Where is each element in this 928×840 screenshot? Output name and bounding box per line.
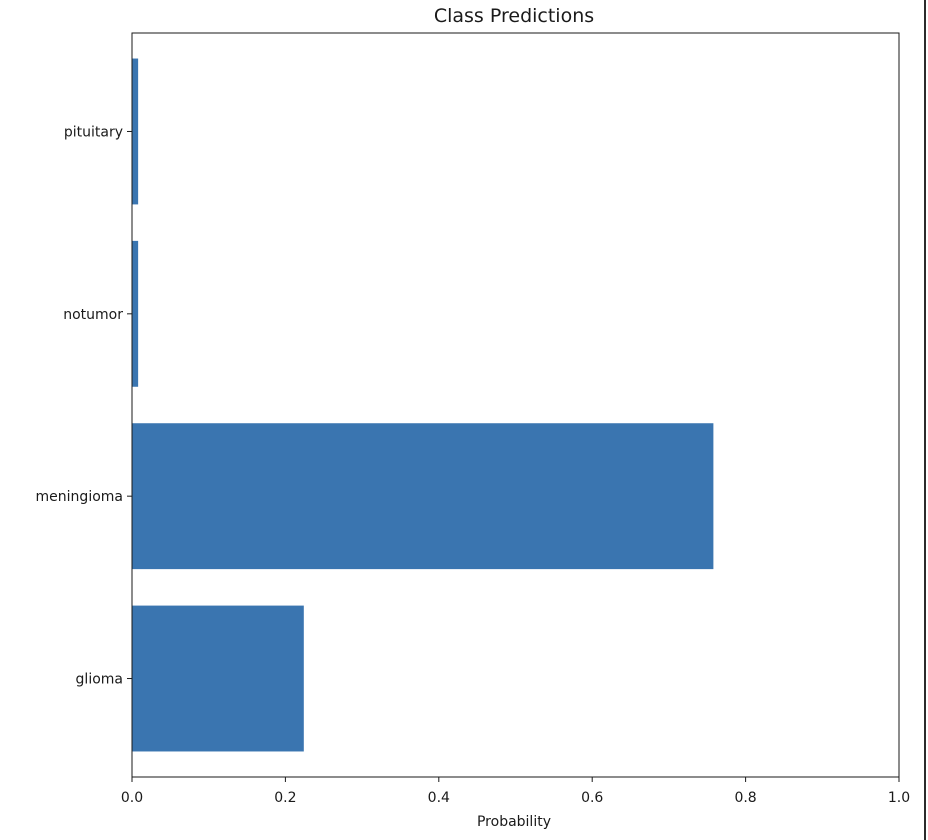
x-tick-label: 0.6 (581, 790, 603, 806)
x-tick-label: 0.4 (428, 790, 450, 806)
bars-group (132, 58, 714, 752)
bar-glioma (132, 605, 304, 752)
x-tick-label: 0.0 (121, 790, 143, 806)
x-tick-label: 0.8 (734, 790, 756, 806)
x-tick-label: 0.2 (274, 790, 296, 806)
bar-notumor (132, 240, 139, 387)
y-tick-label-meningioma: meningioma (36, 489, 123, 505)
window-edge-line (924, 0, 926, 840)
y-ticks-group: glioma meningioma notumor pituitary (36, 124, 132, 688)
plot-frame (131, 32, 900, 778)
chart-title: Class Predictions (434, 5, 594, 27)
x-tick-label: 1.0 (888, 790, 910, 806)
bar-meningioma (132, 423, 714, 570)
x-ticks-group: 0.0 0.2 0.4 0.6 0.8 1.0 (121, 777, 910, 806)
y-tick-label-pituitary: pituitary (64, 124, 123, 140)
y-tick-label-glioma: glioma (76, 672, 123, 688)
y-tick-label-notumor: notumor (63, 307, 123, 323)
x-axis-label: Probability (477, 814, 551, 830)
bar-pituitary (132, 58, 139, 205)
